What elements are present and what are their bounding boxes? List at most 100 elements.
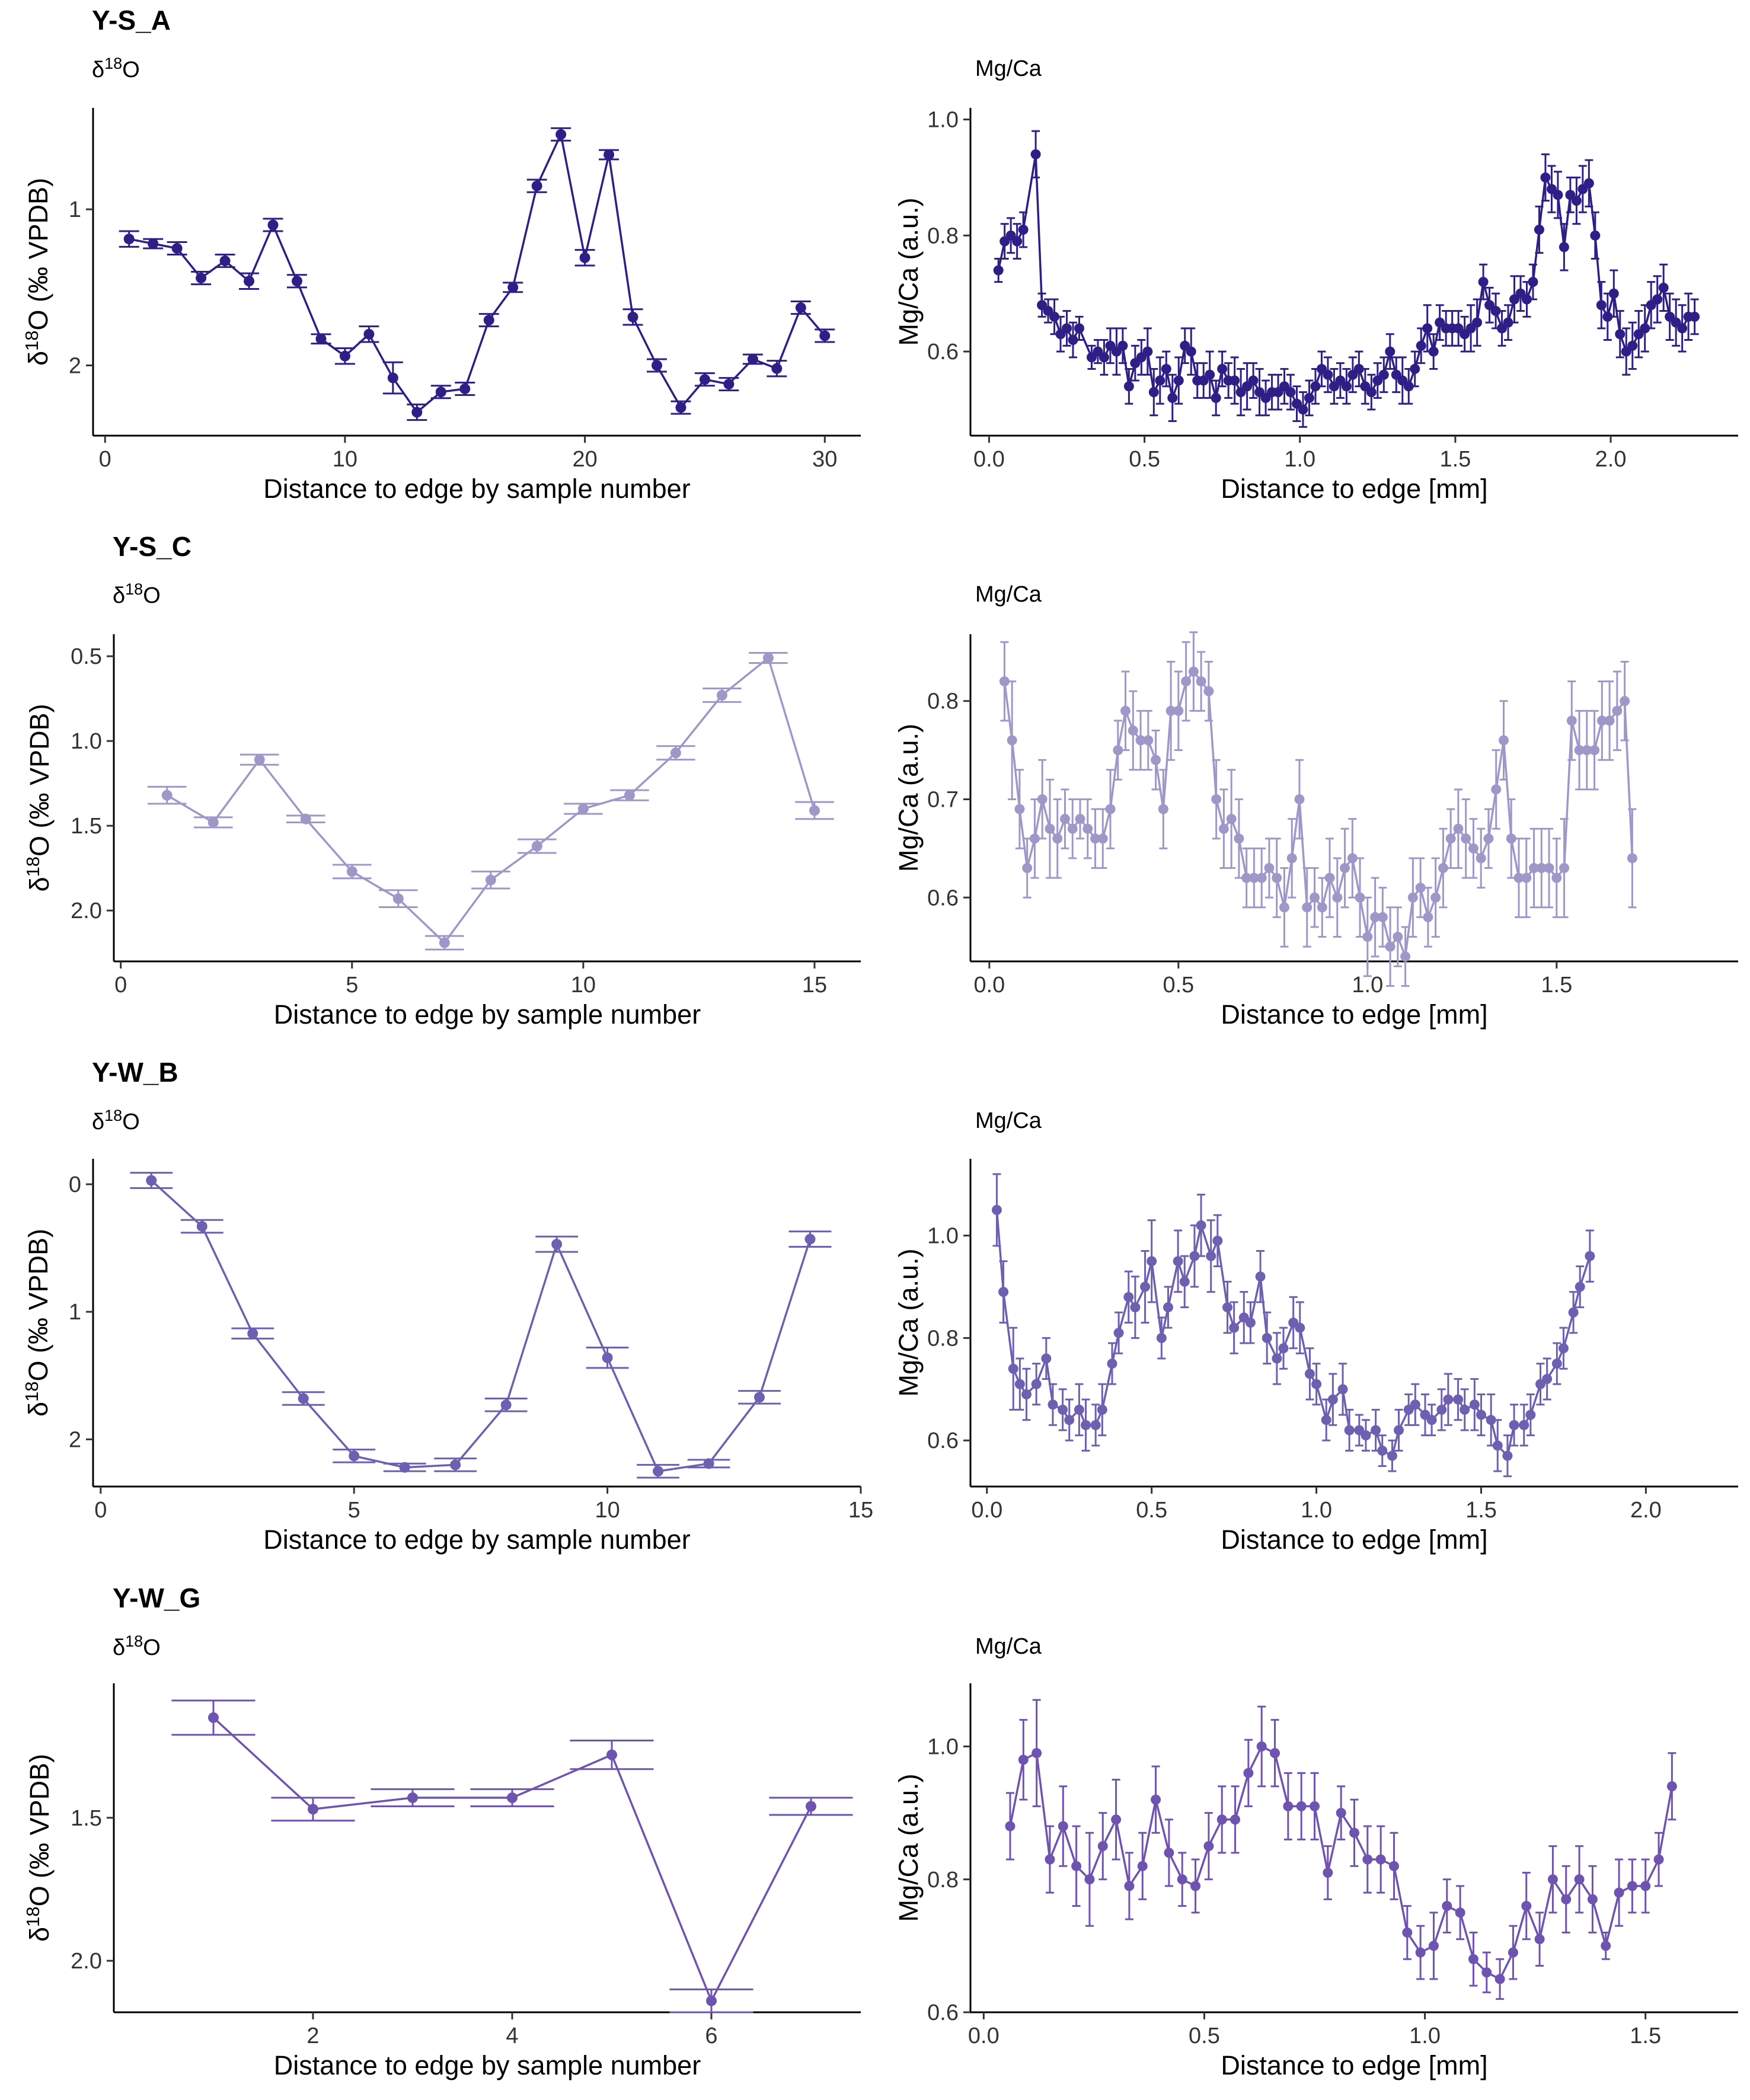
data-point (1453, 823, 1464, 834)
data-point (148, 238, 159, 250)
data-point (1513, 872, 1524, 883)
y-tick-label: 0.8 (927, 223, 959, 248)
data-point (208, 1712, 219, 1723)
data-point (1286, 853, 1297, 864)
data-point (196, 273, 207, 284)
x-axis-label: Distance to edge by sample number (274, 999, 701, 1030)
data-point (1218, 823, 1229, 834)
data-point (1508, 1947, 1518, 1958)
data-point (219, 255, 231, 267)
data-point (652, 360, 663, 371)
panel-title: Y-W_B (92, 1057, 178, 1088)
x-tick-label: 5 (348, 1498, 360, 1523)
data-point (1014, 804, 1025, 814)
x-tick-label: 10 (333, 447, 357, 472)
data-point (407, 1792, 418, 1804)
data-point (1071, 1861, 1082, 1871)
data-point (1428, 346, 1439, 357)
data-point (1387, 1450, 1397, 1461)
data-point (771, 363, 783, 374)
data-point (1371, 1425, 1381, 1436)
data-point (1494, 1974, 1505, 1984)
x-tick-label: 1.0 (1409, 2024, 1441, 2048)
data-point (1596, 715, 1607, 726)
data-point (1230, 375, 1240, 386)
data-point (507, 282, 519, 293)
panel-title: Y-S_A (92, 5, 171, 36)
data-point (1574, 1874, 1585, 1885)
data-point (1323, 1868, 1333, 1878)
y-tick-label: 2.0 (71, 1949, 102, 1974)
data-point (1430, 892, 1441, 903)
data-point (1173, 705, 1184, 716)
data-point (1491, 784, 1502, 795)
data-point (387, 372, 398, 383)
data-point (1677, 323, 1688, 334)
data-point (1272, 1353, 1282, 1364)
data-point (244, 276, 255, 287)
data-point (1370, 912, 1381, 922)
data-point (300, 813, 311, 824)
data-point (577, 803, 589, 814)
data-point (1302, 902, 1312, 913)
data-point (247, 1328, 258, 1339)
data-point (602, 1352, 613, 1363)
data-point (1566, 715, 1577, 726)
data-point (1571, 196, 1582, 206)
data-point (1400, 951, 1411, 962)
data-point (1029, 833, 1040, 844)
data-point (1423, 912, 1433, 922)
data-point (1018, 225, 1029, 235)
data-point (1410, 1399, 1420, 1410)
data-point (1211, 794, 1222, 804)
data-point (1190, 1881, 1201, 1891)
data-point (1521, 294, 1532, 305)
data-point (716, 689, 727, 701)
data-point (804, 1233, 816, 1245)
data-point (399, 1462, 410, 1473)
data-point (1062, 323, 1072, 334)
data-point (993, 265, 1004, 276)
data-point (1163, 1302, 1173, 1313)
data-point (1124, 1881, 1135, 1891)
y-axis-label: δ18O (‰ VPDB) (23, 1754, 55, 1942)
data-point (1332, 892, 1343, 903)
x-tick-label: 20 (572, 447, 597, 472)
y-tick-label: 0.5 (71, 644, 102, 669)
data-point (1090, 1420, 1101, 1430)
data-point (315, 333, 327, 344)
data-point (1323, 369, 1333, 380)
data-point (1255, 1271, 1266, 1282)
data-point (1498, 735, 1509, 746)
data-point (1048, 1399, 1058, 1410)
data-point (1005, 1821, 1015, 1831)
data-point (1084, 1874, 1095, 1885)
data-point (339, 350, 350, 362)
data-point (1186, 346, 1196, 357)
x-axis-label: Distance to edge [mm] (1221, 1524, 1487, 1555)
data-point (1107, 1359, 1117, 1369)
data-point (1461, 833, 1471, 844)
data-point (1164, 1848, 1174, 1858)
data-point (1627, 340, 1638, 351)
data-point (1324, 872, 1335, 883)
data-point (1455, 1907, 1465, 1918)
data-point (1589, 745, 1600, 756)
data-point (1156, 1332, 1167, 1343)
data-point (1097, 1841, 1108, 1852)
data-point (1558, 1343, 1569, 1354)
data-point (1394, 1425, 1404, 1436)
data-point (1014, 1379, 1025, 1389)
data-point (1640, 323, 1650, 334)
data-point (555, 129, 567, 140)
data-point (1097, 1404, 1107, 1415)
data-point (1151, 755, 1161, 765)
data-point (1503, 317, 1513, 328)
data-point (1128, 725, 1138, 736)
data-point (1614, 1887, 1624, 1898)
y-axis-label: Mg/Ca (a.u.) (893, 197, 924, 346)
data-point (1428, 1941, 1439, 1951)
